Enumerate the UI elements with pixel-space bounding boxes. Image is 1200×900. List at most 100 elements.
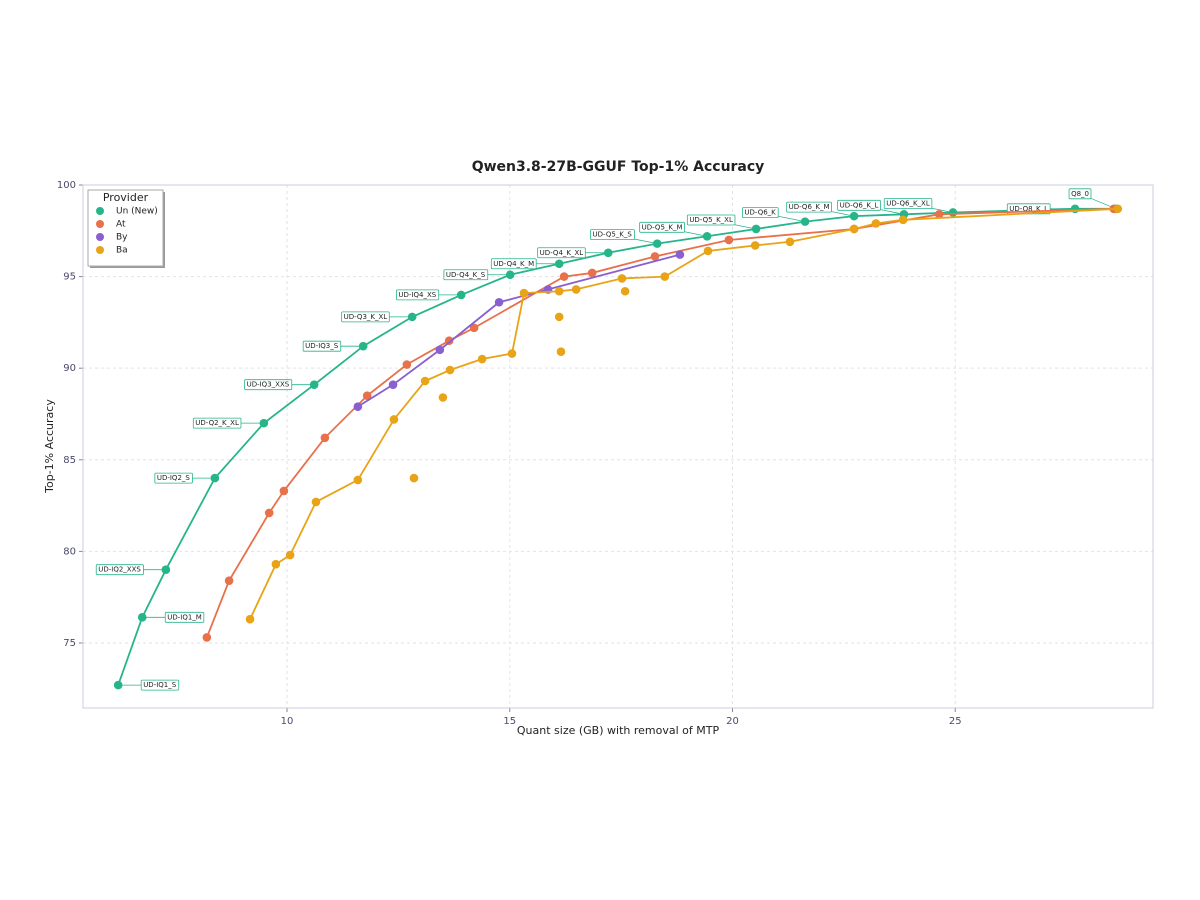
data-point [519,288,529,298]
point-label: UD-Q6_K_L [840,201,879,209]
point-label: UD-IQ1_S [143,681,177,689]
y-tick-label: 85 [63,455,76,466]
annotation-box [302,340,342,352]
annotation-box [686,214,736,226]
data-point [675,250,685,259]
data-point [311,497,321,507]
data-point [556,347,566,357]
data-point [660,272,670,281]
data-point [934,210,944,219]
point-label: UD-Q4_K_XL [540,249,584,257]
point-annotation: UD-Q4_K_S [443,269,511,281]
point-label: UD-IQ3_S [305,342,339,350]
data-point [750,241,760,250]
point-annotation: UD-IQ4_XS [395,289,462,301]
point-annotation: UD-Q6_K_M [786,201,855,217]
annotation-box [742,207,779,219]
point-label: UD-Q5_K_XL [689,216,733,224]
point-annotation: Q8_0 [1068,188,1117,210]
point-label: Q8_0 [1071,190,1089,198]
point-annotation: UD-Q5_K_XL [686,214,757,230]
legend-title: Provider [103,191,149,204]
point-annotation: UD-Q4_K_XL [537,247,609,259]
legend-marker [96,220,104,228]
point-label: UD-Q8_K_L [1009,205,1048,213]
data-point [353,402,363,411]
legend-label: Un (New) [116,207,158,217]
annotation-box [154,472,193,484]
annotation-box [490,258,537,270]
legend-marker [96,246,104,254]
data-point [438,393,448,402]
point-annotation: UD-IQ2_XXS [95,564,166,576]
data-point [1113,204,1123,214]
point-label: UD-Q2_K_XL [195,419,239,427]
y-axis-label: Top-1% Accuracy [43,399,56,494]
annotation-box [883,198,933,209]
point-label: UD-IQ4_XS [398,291,436,299]
data-point [477,354,487,364]
x-tick-label: 15 [503,716,516,727]
chart-title: Qwen3.8-27B-GGUF Top-1% Accuracy [472,159,765,175]
data-point [785,237,795,247]
data-point [389,415,399,424]
y-tick-label: 80 [63,546,76,557]
data-point [554,286,564,296]
data-point [320,433,330,443]
data-point [285,550,295,560]
legend: Provider Un (New) At By Ba [87,189,165,268]
legend-marker [96,233,104,241]
point-annotation: UD-IQ2_S [154,472,215,484]
point-annotation: UD-Q2_K_XL [192,417,264,429]
data-point [494,297,504,307]
annotation-box [341,311,390,323]
annotation-box [244,379,293,391]
y-tick-label: 95 [63,272,76,283]
point-label: UD-Q4_K_M [493,260,534,268]
annotation-box [837,199,881,211]
data-point [724,235,734,245]
data-point [444,336,454,346]
data-point [420,376,430,386]
data-point [202,633,212,642]
legend-label: By [116,233,128,243]
x-tick-label: 10 [281,716,294,727]
point-annotation: UD-Q4_K_M [490,258,560,270]
data-point [353,475,363,485]
annotation-box [95,564,144,576]
point-label: UD-Q6_K_M [789,203,830,211]
plot-frame [82,184,1154,709]
x-tick-label: 20 [726,716,739,727]
data-point [435,345,445,355]
legend-marker [96,207,104,215]
data-point [469,323,479,333]
data-point [407,312,417,322]
annotation-box [395,289,440,301]
point-label: UD-Q3_K_XL [344,313,388,321]
point-label: UD-IQ3_XXS [247,381,290,389]
series-line [206,207,1114,638]
point-annotation: UD-IQ3_XXS [244,379,315,391]
annotation-box [786,201,832,213]
data-point [264,508,274,518]
legend-label: At [116,220,126,230]
point-annotation: UD-Q6_K [742,207,806,223]
point-label: UD-Q6_K [744,209,776,217]
series-line [249,207,1118,620]
point-annotation: UD-Q5_K_S [590,229,658,245]
annotation-box [140,679,180,691]
data-point [271,559,281,569]
point-annotation: UD-IQ1_S [118,679,180,691]
point-annotation: UD-Q5_K_M [639,221,708,237]
annotation-box [443,269,489,281]
annotation-box [590,229,635,241]
point-label: UD-IQ2_XXS [98,566,141,574]
data-point [849,224,859,234]
data-point [113,680,123,690]
point-label: UD-IQ1_M [167,613,202,621]
x-tick-label: 25 [949,716,962,727]
annotation-box [192,417,242,429]
legend-label: Ba [116,246,128,256]
data-point [402,360,412,369]
